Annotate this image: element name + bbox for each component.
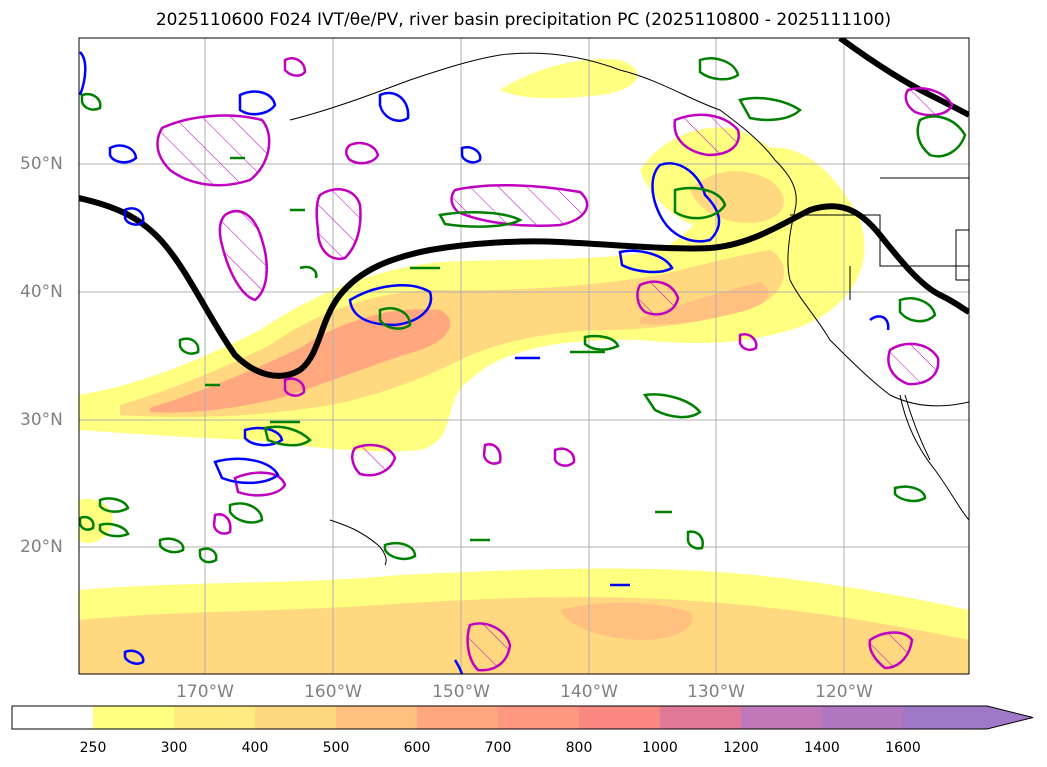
lat-label-50: 50°N [20, 154, 63, 174]
colorbar-outline [11, 705, 1034, 730]
ivt-top-plume [500, 59, 638, 99]
colorbar-seg-2 [174, 706, 255, 729]
colorbar [11, 705, 1034, 730]
colorbar-tick-250: 250 [79, 740, 107, 756]
blue-contours [79, 51, 890, 674]
theta-e-contour [79, 195, 969, 379]
ivt-south-band-mid [79, 597, 969, 674]
colorbar-seg-4 [336, 706, 417, 729]
map-frame [78, 37, 970, 675]
colorbar-tick-300: 300 [160, 740, 188, 756]
colorbar-seg-8 [660, 706, 741, 729]
colorbar-seg-5 [417, 706, 498, 729]
colorbar-seg-6 [498, 706, 579, 729]
coastlines [289, 52, 969, 566]
lon-label-120w: 120°W [815, 682, 873, 702]
pv-contours [156, 87, 954, 672]
ivt-south-band-inner [560, 602, 693, 640]
colorbar-extend-arrow [903, 706, 1033, 729]
colorbar-seg-3 [255, 706, 336, 729]
lat-label-30: 30°N [20, 410, 63, 430]
lon-label-150w: 150°W [432, 682, 490, 702]
lon-label-160w: 160°W [304, 682, 362, 702]
colorbar-tick-500: 500 [322, 740, 350, 756]
ivt-band-inner [150, 309, 451, 413]
lon-label-170w: 170°W [176, 682, 234, 702]
colorbar-tick-400: 400 [241, 740, 269, 756]
colorbar-tick-600: 600 [403, 740, 431, 756]
colorbar-tick-1600: 1600 [885, 740, 921, 756]
ivt-north-plume-mid [690, 171, 784, 223]
colorbar-seg-9 [741, 706, 822, 729]
map-plot-area [79, 38, 969, 674]
colorbar-seg-1 [93, 706, 174, 729]
graticule [79, 38, 969, 674]
lat-label-20: 20°N [20, 537, 63, 557]
colorbar-tick-1200: 1200 [723, 740, 759, 756]
green-contours [79, 57, 967, 564]
colorbar-tick-700: 700 [484, 740, 512, 756]
map-title: 2025110600 F024 IVT/θe/PV, river basin p… [155, 10, 892, 30]
lon-label-130w: 130°W [687, 682, 745, 702]
colorbar-tick-800: 800 [565, 740, 593, 756]
lon-label-140w: 140°W [560, 682, 618, 702]
colorbar-tick-1400: 1400 [804, 740, 840, 756]
colorbar-seg-0 [12, 706, 93, 729]
pv-contours-unhatched [212, 57, 758, 535]
lat-label-40: 40°N [20, 282, 63, 302]
ivt-band-inner-east [640, 282, 769, 325]
colorbar-seg-10 [822, 706, 903, 729]
colorbar-tick-1000: 1000 [642, 740, 678, 756]
colorbar-seg-7 [579, 706, 660, 729]
